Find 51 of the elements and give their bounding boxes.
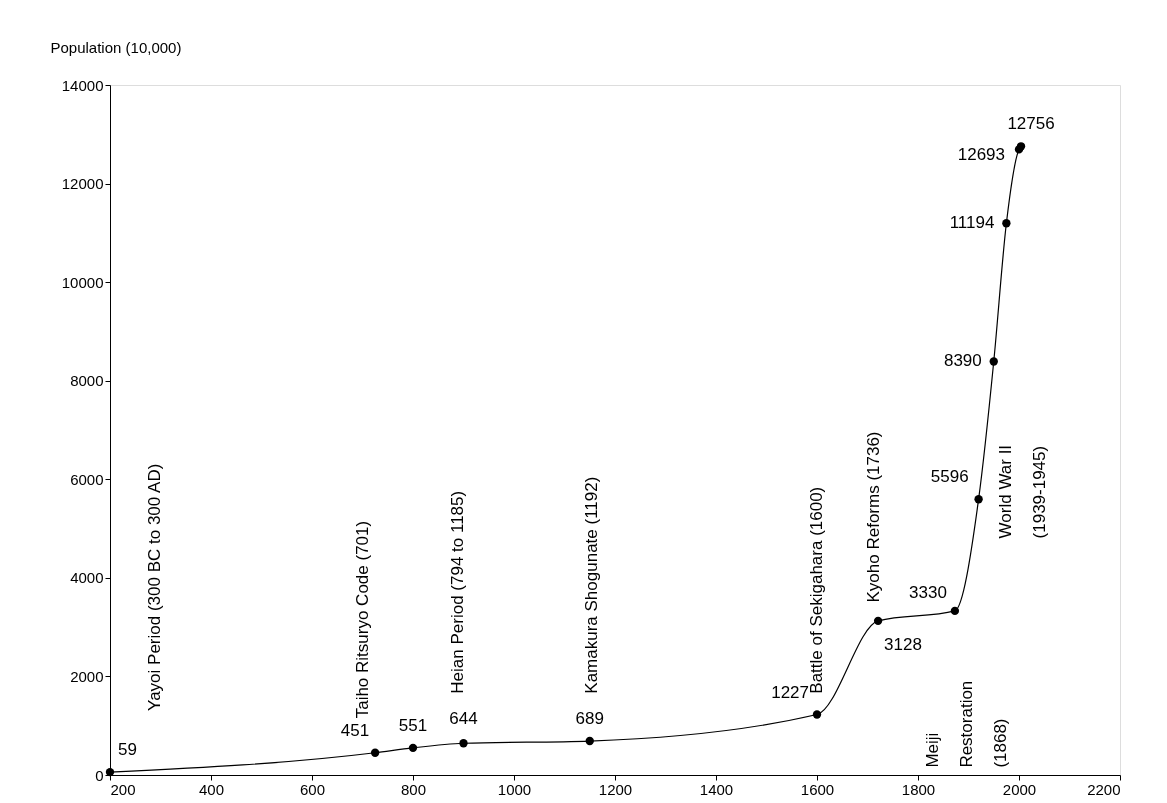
point <box>974 495 983 504</box>
data-label: 551 <box>398 715 428 735</box>
data-label: 3330 <box>909 582 947 602</box>
point <box>370 748 380 757</box>
point <box>812 710 822 719</box>
point <box>585 736 594 746</box>
y-tick-label: 0 <box>95 766 104 784</box>
data-label: 11194 <box>949 213 995 233</box>
data-label: 644 <box>449 709 478 729</box>
y-tick-label: 2000 <box>70 667 104 685</box>
y-tick-label: 12000 <box>61 175 104 193</box>
x-tick-label: 200 <box>110 780 136 798</box>
y-axis-title: Population (10,000) <box>50 38 182 56</box>
data-label: 3128 <box>884 634 922 654</box>
point <box>873 616 883 626</box>
data-label: 12756 <box>1007 114 1055 134</box>
x-tick-label: 1200 <box>598 780 633 798</box>
data-label: 59 <box>118 740 137 760</box>
x-tick-label: 600 <box>299 780 326 798</box>
data-label: 451 <box>340 720 370 740</box>
x-tick-label: 1000 <box>497 780 532 798</box>
annotation: Kyoho Reforms (1736) <box>864 431 884 603</box>
y-tick-label: 14000 <box>61 76 104 94</box>
data-label: 1227 <box>771 682 809 702</box>
point <box>1002 219 1011 228</box>
point <box>408 743 418 753</box>
point <box>950 606 960 616</box>
x-tick-label: 2000 <box>1002 780 1037 798</box>
y-tick-label: 10000 <box>61 273 104 291</box>
x-tick-label: 1600 <box>800 780 835 798</box>
annotation: Taiho Ritsuryo Code (701) <box>352 520 372 719</box>
point <box>459 739 468 748</box>
data-label: 5596 <box>930 467 969 487</box>
x-tick-label: 400 <box>198 780 225 798</box>
data-label: 8390 <box>943 351 982 371</box>
y-tick-label: 4000 <box>70 569 104 587</box>
point <box>989 357 998 366</box>
data-label: 689 <box>575 709 604 729</box>
x-tick-label: 800 <box>400 780 427 798</box>
x-tick-label: 1400 <box>699 780 734 798</box>
y-tick-label: 8000 <box>70 372 104 390</box>
annotation: Battle of Sekigahara (1600) <box>807 486 826 694</box>
x-tick-label: 2200 <box>1087 780 1121 798</box>
annotation: Meiji Restoration (1868) <box>923 680 1011 768</box>
y-tick-label: 6000 <box>70 470 104 488</box>
data-label: 12693 <box>957 145 1005 165</box>
annotation: Heian Period (794 to 1185) <box>448 490 468 694</box>
annotation: Yayoi Period (300 BC to 300 AD) <box>145 463 165 711</box>
x-tick-label: 1800 <box>901 780 936 798</box>
annotation: Kamakura Shogunate (1192) <box>582 476 602 694</box>
annotation: World War II (1939-1945) <box>996 444 1050 539</box>
